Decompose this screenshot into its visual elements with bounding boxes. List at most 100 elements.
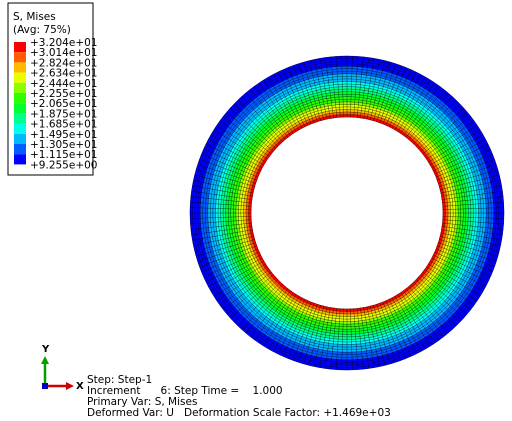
mesh-radial [319, 58, 331, 119]
mesh-radial [431, 257, 486, 287]
mesh-radial [254, 290, 291, 341]
mesh-radial [282, 69, 309, 126]
mesh-radial [433, 254, 489, 283]
mesh-radial [205, 254, 261, 283]
mesh-radial [245, 92, 286, 140]
mesh-radial [411, 284, 453, 330]
mesh-radial [415, 279, 461, 323]
legend-swatch [14, 103, 26, 114]
mesh-radial [366, 306, 380, 367]
mesh-radial [223, 116, 272, 155]
mesh-radial [442, 196, 504, 204]
mesh-radial [197, 242, 256, 262]
mesh-radial [223, 271, 272, 310]
triad: Y X [41, 344, 84, 392]
mesh-radial [433, 143, 489, 172]
mesh-radial [437, 245, 495, 267]
mesh-radial [273, 297, 303, 352]
mesh-radial [411, 96, 453, 142]
legend-title: S, Mises [13, 11, 56, 23]
mesh-radial [277, 299, 306, 355]
mesh-radial [201, 153, 259, 178]
legend-label: +9.255e+00 [30, 159, 97, 171]
info-line: Deformed Var: U Deformation Scale Factor… [87, 407, 391, 419]
legend-swatch [14, 144, 26, 155]
mesh-radial [438, 164, 497, 184]
legend-label: +1.305e+01 [30, 139, 97, 151]
legend: +3.204e+01+3.014e+01+2.824e+01+2.634e+01… [14, 37, 97, 171]
mesh-radial [385, 69, 412, 126]
mesh-radial [413, 281, 457, 327]
mesh-radial [394, 76, 426, 130]
mesh-radial [335, 308, 341, 370]
mesh-radial [241, 284, 283, 330]
mesh-radial [194, 235, 254, 252]
legend-label: +3.204e+01 [30, 37, 97, 49]
mesh-radial [258, 292, 294, 344]
mesh-radial [190, 196, 252, 204]
mesh-radial [205, 143, 261, 172]
mesh-radial [219, 120, 270, 157]
mesh-radial [388, 299, 417, 355]
mesh-radial [192, 229, 253, 241]
mesh-radial [369, 306, 386, 366]
mesh-radial [442, 222, 504, 230]
mesh-radial [263, 294, 297, 347]
mesh-radial [287, 301, 312, 359]
mesh-radial [308, 306, 325, 366]
mesh-radial [442, 207, 504, 210]
mesh-radial [440, 232, 501, 246]
mesh-radial [369, 60, 386, 120]
mesh-radial [233, 279, 279, 323]
mesh-radial [353, 308, 359, 370]
mesh-radial [435, 248, 493, 273]
mesh-radial [268, 76, 300, 130]
mesh-radial [245, 286, 286, 334]
mesh-radial [341, 308, 344, 370]
info-line: Primary Var: S, Mises [87, 396, 197, 408]
mesh-radial [400, 82, 436, 134]
mesh-radial [303, 62, 321, 121]
legend-swatch [14, 93, 26, 104]
triad-y-label: Y [41, 344, 50, 355]
mesh-radial [208, 257, 263, 287]
mesh-radial [350, 308, 353, 370]
mesh-radial [434, 251, 491, 278]
mesh-radial [233, 103, 279, 147]
mesh-radial [388, 71, 417, 127]
mesh-radial [193, 180, 254, 194]
mesh-radial [282, 300, 309, 357]
mesh-radial [426, 266, 478, 302]
mesh-radial [391, 297, 421, 352]
mesh-radial [314, 59, 328, 120]
legend-label: +2.634e+01 [30, 68, 97, 80]
legend-swatch [14, 42, 26, 53]
mesh-radial [408, 286, 449, 334]
mesh-radial [219, 269, 270, 306]
mesh-radial [356, 308, 364, 370]
mesh-radial [442, 226, 503, 236]
mesh-radial [440, 235, 500, 252]
mesh-radial [196, 239, 255, 257]
mesh-radial [382, 67, 407, 125]
mesh-radial [408, 92, 449, 140]
mesh-radial [330, 308, 338, 370]
legend-swatch [14, 52, 26, 63]
mesh-radial [201, 248, 259, 273]
mesh-radial [403, 85, 440, 136]
mesh-radial [210, 260, 264, 292]
mesh-radial [376, 304, 396, 363]
mesh-radial [440, 180, 501, 194]
mesh-radial [273, 74, 303, 129]
mesh-radial [196, 169, 255, 187]
mesh-radial [373, 305, 391, 364]
triad-x-label: X [76, 381, 84, 392]
mesh-radial [199, 159, 257, 181]
legend-label: +3.014e+01 [30, 47, 97, 59]
mesh-radial [403, 290, 440, 341]
mesh-radial [430, 260, 484, 292]
contour-ring [189, 55, 505, 371]
legend-swatch [14, 113, 26, 124]
mesh-radial [350, 56, 353, 118]
mesh-radial [216, 124, 268, 160]
